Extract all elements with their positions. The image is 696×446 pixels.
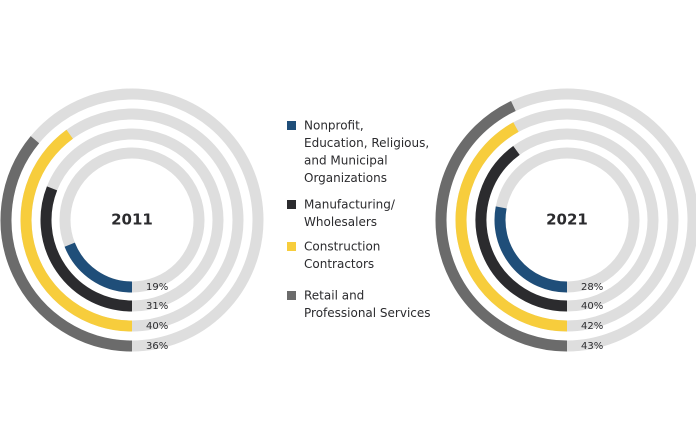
legend-label: Retail and: [304, 289, 364, 303]
chart-title: 2021: [546, 211, 588, 229]
value-label: 42%: [581, 321, 603, 332]
value-label: 31%: [146, 301, 168, 312]
arc: [475, 145, 568, 312]
legend-label: Construction: [304, 240, 380, 254]
legend-swatch: [287, 242, 296, 251]
arc: [455, 122, 568, 332]
value-label: 28%: [581, 282, 603, 293]
arc: [40, 186, 133, 312]
value-label: 40%: [581, 301, 603, 312]
legend-label: Education, Religious,: [304, 136, 429, 150]
legend-swatch: [287, 200, 296, 209]
value-label: 43%: [581, 341, 603, 352]
legend-swatch: [287, 121, 296, 130]
legend-label: Manufacturing/: [304, 198, 396, 212]
chart-title: 2011: [111, 211, 153, 229]
legend-label: and Municipal: [304, 154, 388, 168]
arc: [0, 136, 133, 352]
arc: [20, 129, 133, 332]
legend-label: Organizations: [304, 171, 387, 185]
value-label: 40%: [146, 321, 168, 332]
arc: [64, 242, 133, 293]
value-label: 36%: [146, 341, 168, 352]
legend-label: Wholesalers: [304, 215, 377, 229]
legend-label: Professional Services: [304, 306, 431, 320]
arc: [494, 206, 568, 293]
legend-label: Nonprofit,: [304, 119, 364, 133]
value-label: 19%: [146, 282, 168, 293]
legend-swatch: [287, 291, 296, 300]
arc: [435, 101, 568, 352]
legend-label: Contractors: [304, 257, 374, 271]
